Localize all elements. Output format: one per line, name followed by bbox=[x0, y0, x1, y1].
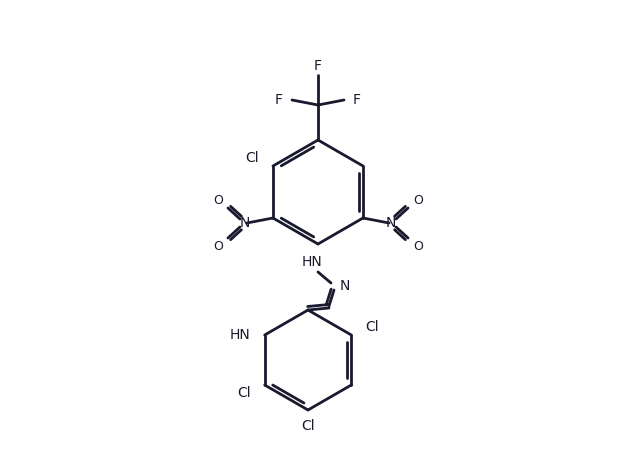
Text: HN: HN bbox=[230, 328, 251, 342]
Text: Cl: Cl bbox=[365, 320, 379, 334]
Text: O: O bbox=[213, 194, 223, 206]
Text: N: N bbox=[240, 216, 250, 230]
Text: N: N bbox=[340, 279, 350, 293]
Text: O: O bbox=[213, 240, 223, 252]
Text: Cl: Cl bbox=[237, 386, 251, 400]
Text: HN: HN bbox=[301, 255, 323, 269]
Text: F: F bbox=[353, 93, 361, 107]
Text: Cl: Cl bbox=[301, 419, 315, 433]
Text: N: N bbox=[386, 216, 396, 230]
Text: O: O bbox=[413, 240, 423, 252]
Text: Cl: Cl bbox=[245, 151, 259, 165]
Text: F: F bbox=[275, 93, 283, 107]
Text: F: F bbox=[314, 59, 322, 73]
Text: O: O bbox=[413, 194, 423, 206]
